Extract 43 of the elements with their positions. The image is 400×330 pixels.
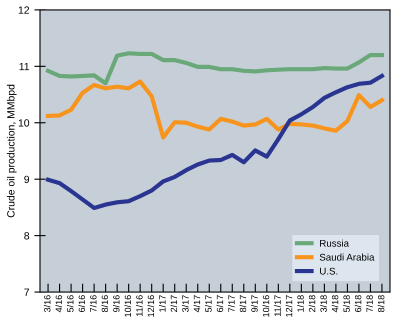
legend-label: Russia — [320, 240, 350, 247]
x-tick-label: 10/16 — [124, 295, 132, 317]
y-tick-label: 9 — [24, 176, 30, 184]
x-tick-label: 11/17 — [274, 295, 281, 316]
y-tick-label: 12 — [18, 6, 30, 14]
line-series — [46, 51, 384, 86]
x-tick-label: 4/17 — [194, 295, 200, 312]
line-series — [46, 74, 384, 210]
y-axis-title: Crude oil production, MMbpd — [6, 84, 17, 218]
x-tick-label: 11/16 — [136, 295, 143, 316]
x-tick-label: 1/17 — [158, 295, 166, 312]
x-tick-label: 4/18 — [332, 295, 338, 312]
x-tick-label: 5/17 — [205, 295, 212, 312]
x-tick-label: 10/16 — [262, 295, 270, 317]
x-tick-label: 8/17 — [240, 295, 246, 312]
x-tick-label: 4/16 — [55, 295, 62, 312]
x-tick-label: 3/18 — [320, 295, 327, 312]
y-tick-label: 11 — [20, 62, 30, 70]
x-tick-label: 1/18 — [297, 295, 304, 312]
x-tick-label: 9/17 — [251, 295, 258, 312]
x-tick-label: 2/17 — [170, 295, 178, 312]
x-tick-label: 7/18 — [366, 295, 373, 312]
y-tick-label: 10 — [18, 119, 30, 127]
x-tick-label: 12/16 — [147, 295, 154, 317]
legend-label: U.S. — [320, 268, 338, 275]
x-tick-label: 6/18 — [354, 295, 362, 312]
x-tick-label: 3/16 — [44, 295, 50, 312]
x-tick-label: 7/16 — [90, 295, 97, 312]
x-tick-label: 3/17 — [182, 295, 189, 312]
y-tick-label: 8 — [24, 232, 30, 240]
x-tick-label: 2/18 — [308, 295, 316, 312]
x-tick-label: 12/17 — [286, 295, 292, 317]
x-tick-label: 9/16 — [112, 295, 120, 312]
x-tick-label: 5/18 — [343, 295, 350, 312]
legend-label: Saudi Arabia — [320, 254, 374, 261]
line-series — [46, 79, 384, 140]
x-tick-label: 7/17 — [228, 295, 235, 312]
x-tick-label: 8/18 — [378, 295, 384, 312]
x-tick-label: 8/16 — [101, 295, 108, 312]
x-tick-label: 5/16 — [66, 295, 74, 312]
x-tick-label: 6/17 — [216, 295, 224, 312]
y-tick-label: 7 — [24, 288, 30, 296]
x-tick-label: 6/16 — [78, 295, 86, 312]
